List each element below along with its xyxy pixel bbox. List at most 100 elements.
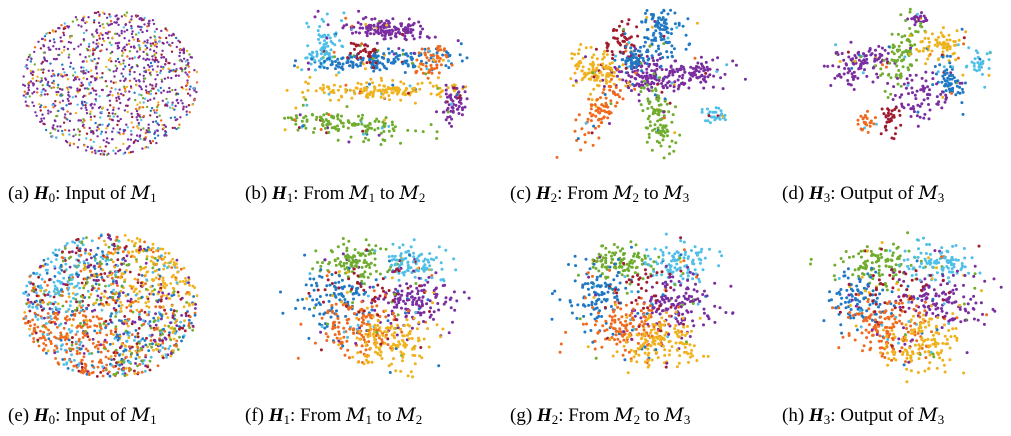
scatter-point (184, 312, 188, 315)
scatter-point (447, 66, 451, 70)
scatter-point (114, 64, 117, 67)
scatter-point (114, 88, 117, 91)
scatter-point (151, 242, 155, 246)
scatter-point (66, 110, 69, 113)
scatter-point (954, 58, 958, 62)
scatter-point (128, 57, 131, 60)
scatter-point (662, 8, 666, 12)
scatter-point (358, 91, 362, 95)
scatter-point (648, 120, 652, 124)
scatter-point (109, 314, 113, 318)
scatter-point (124, 366, 128, 370)
scatter-point (136, 335, 140, 339)
scatter-point (181, 280, 185, 283)
scatter-point (283, 128, 287, 132)
scatter-point (125, 123, 128, 126)
scatter-point (621, 97, 625, 101)
scatter-point (89, 104, 93, 107)
scatter-point (64, 262, 68, 266)
scatter-point (635, 25, 639, 29)
scatter-point (158, 339, 162, 342)
scatter-point (970, 60, 974, 64)
scatter-point (148, 19, 151, 23)
scatter-point (158, 40, 161, 43)
scatter-point (113, 299, 117, 303)
scatter-point (140, 19, 143, 22)
scatter-point (114, 325, 118, 328)
scatter-point (114, 69, 118, 73)
scatter-point (886, 96, 890, 99)
scatter-point (175, 262, 179, 266)
scatter-point (423, 51, 427, 55)
scatter-point (60, 281, 64, 284)
scatter-point (80, 362, 84, 366)
scatter-point (390, 50, 394, 53)
scatter-point (83, 362, 87, 366)
scatter-point (99, 132, 103, 136)
scatter-point (610, 50, 614, 54)
scatter-point (390, 87, 394, 91)
scatter-point (152, 49, 156, 53)
scatter-point (373, 257, 377, 261)
scatter-point (627, 41, 631, 45)
scatter-point (341, 252, 345, 256)
scatter-point (102, 26, 105, 29)
scatter-point (341, 45, 345, 49)
scatter-point (697, 70, 701, 74)
scatter-point (175, 74, 178, 77)
scatter-point (973, 68, 977, 72)
scatter-point (186, 291, 189, 294)
scatter-point (884, 128, 888, 132)
scatter-point (152, 348, 155, 352)
scatter-point (188, 283, 192, 287)
scatter-point (154, 58, 157, 62)
scatter-point (144, 265, 148, 269)
scatter-point (74, 78, 78, 81)
scatter-point (662, 156, 666, 160)
scatter-point (612, 74, 616, 78)
scatter-point (150, 44, 153, 48)
scatter-point (56, 125, 59, 128)
scatter-point (85, 236, 88, 239)
scatter-point (157, 283, 161, 287)
scatter-point (978, 57, 982, 61)
scatter-point (52, 280, 56, 284)
scatter-point (692, 72, 696, 76)
scatter-point (892, 85, 896, 89)
scatter-point (80, 81, 83, 85)
scatter-point (362, 261, 366, 265)
scatter-point (109, 318, 112, 322)
scatter-point (391, 78, 395, 82)
scatter-point (450, 102, 454, 106)
scatter-point (950, 67, 954, 71)
scatter-point (70, 324, 74, 327)
scatter-point (945, 96, 948, 100)
scatter-point (851, 61, 855, 65)
scatter-point (408, 253, 411, 257)
scatter-point (915, 114, 919, 118)
scatter-point (646, 87, 650, 91)
scatter-point (150, 292, 153, 296)
scatter-point (621, 39, 625, 43)
scatter-point (430, 274, 434, 278)
scatter-point (153, 263, 156, 267)
scatter-point (866, 109, 869, 113)
scatter-point (624, 79, 628, 83)
scatter-point (603, 66, 607, 70)
scatter-point (319, 52, 323, 56)
scatter-point (857, 58, 861, 62)
scatter-point (601, 57, 605, 61)
scatter-point (135, 237, 139, 240)
scatter-point (686, 17, 690, 21)
scatter-point (103, 345, 106, 349)
scatter-point (639, 103, 643, 107)
scatter-point (913, 17, 917, 21)
scatter-point (76, 103, 79, 107)
scatter-point (314, 249, 318, 253)
scatter-point (660, 11, 664, 15)
scatter-point (78, 351, 82, 355)
scatter-point (89, 293, 93, 296)
scatter-point (68, 348, 72, 352)
scatter-point (91, 130, 94, 133)
scatter-point (188, 70, 191, 74)
